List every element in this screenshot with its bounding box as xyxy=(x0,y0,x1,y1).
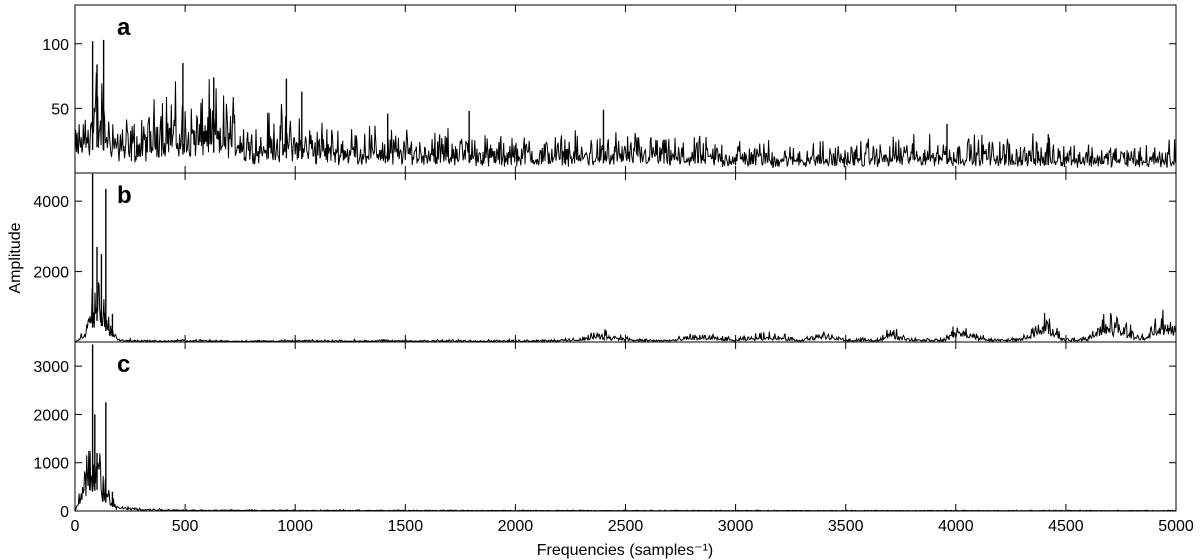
x-axis-label: Frequencies (samples⁻¹) xyxy=(537,542,714,559)
x-tick-label: 3500 xyxy=(828,518,864,535)
panels: 50 100 a 2000 4000 b 0 1000 2000 3000 0 500 1000 1500… xyxy=(33,4,1194,535)
y-tick-label: 2000 xyxy=(33,265,69,282)
y-axis-label: Amplitude xyxy=(7,222,24,293)
x-tick-label: 0 xyxy=(71,518,80,535)
panel-label: a xyxy=(117,14,131,41)
spectrum-line xyxy=(74,450,1177,512)
x-tick-label: 3000 xyxy=(718,518,754,535)
y-tick-label: 100 xyxy=(42,37,69,54)
y-tick-label: 0 xyxy=(60,504,69,521)
panel-label: b xyxy=(117,182,132,209)
spectrum-line xyxy=(74,72,1177,169)
x-tick-label: 5000 xyxy=(1158,518,1194,535)
y-tick-label: 3000 xyxy=(33,359,69,376)
panel-c: 0 1000 2000 3000 0 500 1000 1500 2000 2500 3000 350… xyxy=(33,341,1194,535)
x-tick-label: 1000 xyxy=(277,518,313,535)
y-tick-label: 1000 xyxy=(33,456,69,473)
x-tick-label: 500 xyxy=(172,518,199,535)
x-tick-label: 2000 xyxy=(498,518,534,535)
x-tick-label: 4000 xyxy=(938,518,974,535)
x-tick-label: 4500 xyxy=(1048,518,1084,535)
panel-label: c xyxy=(117,351,130,378)
x-tick-label: 2500 xyxy=(608,518,644,535)
y-tick-label: 4000 xyxy=(33,194,69,211)
x-tick-label: 1500 xyxy=(388,518,424,535)
y-tick-label: 50 xyxy=(51,101,69,118)
y-tick-label: 2000 xyxy=(33,407,69,424)
spectrum-line xyxy=(74,282,1177,343)
